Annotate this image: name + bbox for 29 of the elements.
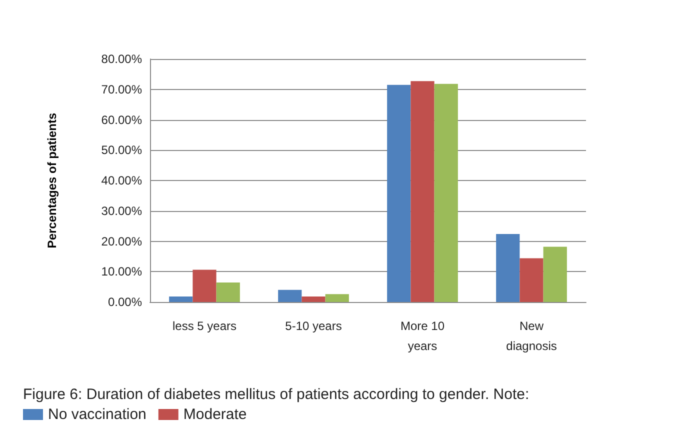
legend-label: Moderate	[183, 406, 247, 423]
y-tick-label: 50.00%	[101, 143, 142, 158]
x-tick-label: More 10 years	[400, 319, 445, 353]
y-tick-label: 60.00%	[101, 112, 142, 127]
x-tick-label: less 5 years	[172, 319, 237, 333]
y-tick-label: 80.00%	[101, 52, 142, 66]
y-tick-label: 30.00%	[101, 204, 142, 218]
y-axis-title: Percentages of patients	[45, 112, 59, 248]
bar	[192, 270, 216, 302]
bar	[169, 296, 193, 302]
x-tick-label: New diagnosis	[506, 319, 557, 353]
bar	[325, 294, 349, 302]
y-tick-label: 20.00%	[101, 234, 142, 248]
bar	[387, 84, 411, 302]
bar	[278, 290, 302, 302]
text: Figure 6: Duration of diabetes mellitus of patients according to gender. Note:	[23, 386, 530, 403]
y-tick-label: 70.00%	[101, 82, 142, 96]
y-tick-label: 0.00%	[108, 295, 142, 309]
bar	[410, 81, 434, 302]
bar	[302, 296, 326, 302]
bar	[216, 282, 240, 302]
y-tick-label: 40.00%	[101, 174, 142, 188]
legend-label: No vaccination	[48, 406, 146, 423]
bar	[543, 246, 567, 302]
y-tick-label: 10.00%	[101, 264, 142, 279]
x-tick-label: 5-10 years	[285, 319, 342, 333]
bar	[520, 258, 544, 302]
bar	[434, 84, 458, 302]
bar	[496, 234, 520, 302]
